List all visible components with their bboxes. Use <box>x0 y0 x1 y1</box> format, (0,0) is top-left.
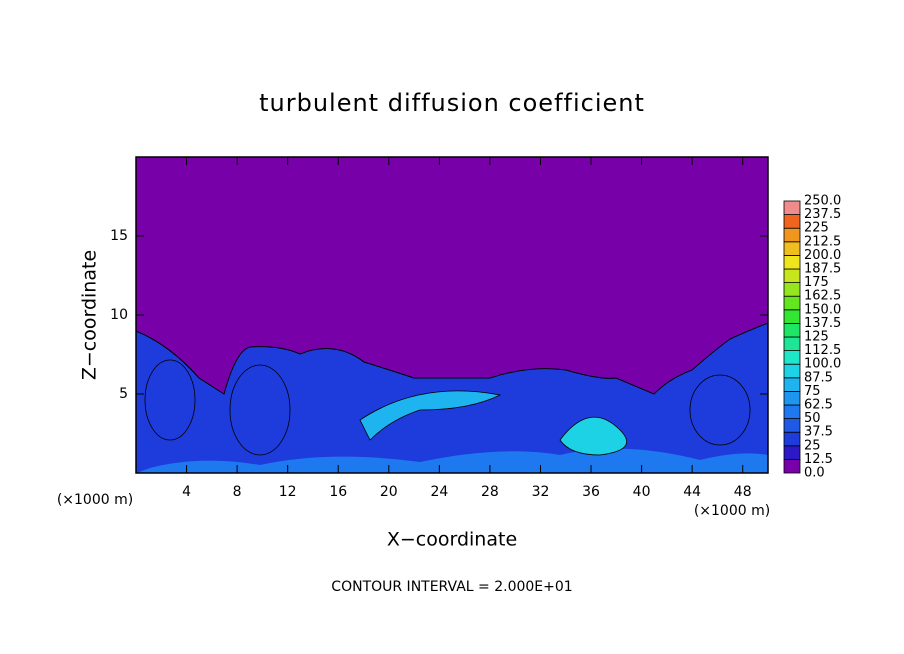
colorbar-label: 12.5 <box>804 452 833 467</box>
colorbar-label: 125 <box>804 330 829 345</box>
x-unit-label: (×1000 m) <box>57 492 133 508</box>
colorbar-box <box>783 458 801 474</box>
colorbar-label: 175 <box>804 275 829 290</box>
colorbar-label: 75 <box>804 384 821 399</box>
x-tick-label: 44 <box>683 484 701 500</box>
colorbar-box <box>783 363 801 379</box>
colorbar-label: 237.5 <box>804 207 841 222</box>
x-tick-label: 32 <box>532 484 550 500</box>
chart-title: turbulent diffusion coefficient <box>259 89 645 117</box>
field-region <box>359 390 502 441</box>
colorbar-box <box>783 350 801 365</box>
colorbar-label: 162.5 <box>804 289 841 304</box>
colorbar-box <box>783 445 801 460</box>
colorbar-box <box>783 431 801 447</box>
colorbar-box <box>783 390 801 406</box>
colorbar-box <box>783 418 801 433</box>
colorbar-label: 200.0 <box>804 248 841 263</box>
colorbar-label: 25 <box>804 438 821 453</box>
colorbar-label: 0.0 <box>804 466 825 481</box>
field-contour <box>229 364 291 456</box>
colorbar-label: 250.0 <box>804 194 841 209</box>
y-axis-label: Z−coordinate <box>79 250 101 380</box>
colorbar-box <box>783 336 801 352</box>
x-tick-label: 20 <box>380 484 398 500</box>
colorbar-label: 62.5 <box>804 398 833 413</box>
y-tick-label: 10 <box>110 307 128 323</box>
colorbar-label: 150.0 <box>804 302 841 317</box>
colorbar-label: 112.5 <box>804 343 841 358</box>
colorbar-box <box>783 404 801 420</box>
x-unit-label: (×1000 m) <box>694 503 770 519</box>
field-region <box>559 416 627 456</box>
x-tick-label: 36 <box>582 484 600 500</box>
x-tick-label: 28 <box>481 484 499 500</box>
x-tick-label: 12 <box>279 484 297 500</box>
colorbar-box <box>783 309 801 324</box>
colorbar-label: 137.5 <box>804 316 841 331</box>
field <box>135 157 769 474</box>
colorbar-box <box>783 322 801 338</box>
field-contour <box>144 359 196 441</box>
x-tick-label: 40 <box>633 484 651 500</box>
colorbar-label: 187.5 <box>804 262 841 277</box>
colorbar-box <box>783 214 801 229</box>
colorbar-box <box>783 295 801 311</box>
x-tick-label: 48 <box>734 484 752 500</box>
y-tick-label: 5 <box>119 386 128 402</box>
y-tick-label: 15 <box>110 228 128 244</box>
colorbar-box <box>783 377 801 392</box>
colorbar-label: 212.5 <box>804 234 841 249</box>
colorbar-box <box>783 282 801 297</box>
x-axis-label: X−coordinate <box>387 529 517 551</box>
footer-note: CONTOUR INTERVAL = 2.000E+01 <box>331 579 572 595</box>
colorbar-label: 225 <box>804 221 829 236</box>
colorbar-label: 87.5 <box>804 370 833 385</box>
field-contour <box>689 374 751 446</box>
x-tick-label: 24 <box>430 484 448 500</box>
colorbar-label: 37.5 <box>804 425 833 440</box>
colorbar-label: 100.0 <box>804 357 841 372</box>
colorbar-box <box>783 200 801 216</box>
x-tick-label: 16 <box>329 484 347 500</box>
field-region <box>136 448 768 473</box>
colorbar-box <box>783 268 801 284</box>
colorbar-box <box>783 241 801 256</box>
x-tick-label: 8 <box>233 484 242 500</box>
colorbar-label: 50 <box>804 411 821 426</box>
x-tick-label: 4 <box>182 484 191 500</box>
colorbar-box <box>783 227 801 243</box>
colorbar-box <box>783 254 801 270</box>
